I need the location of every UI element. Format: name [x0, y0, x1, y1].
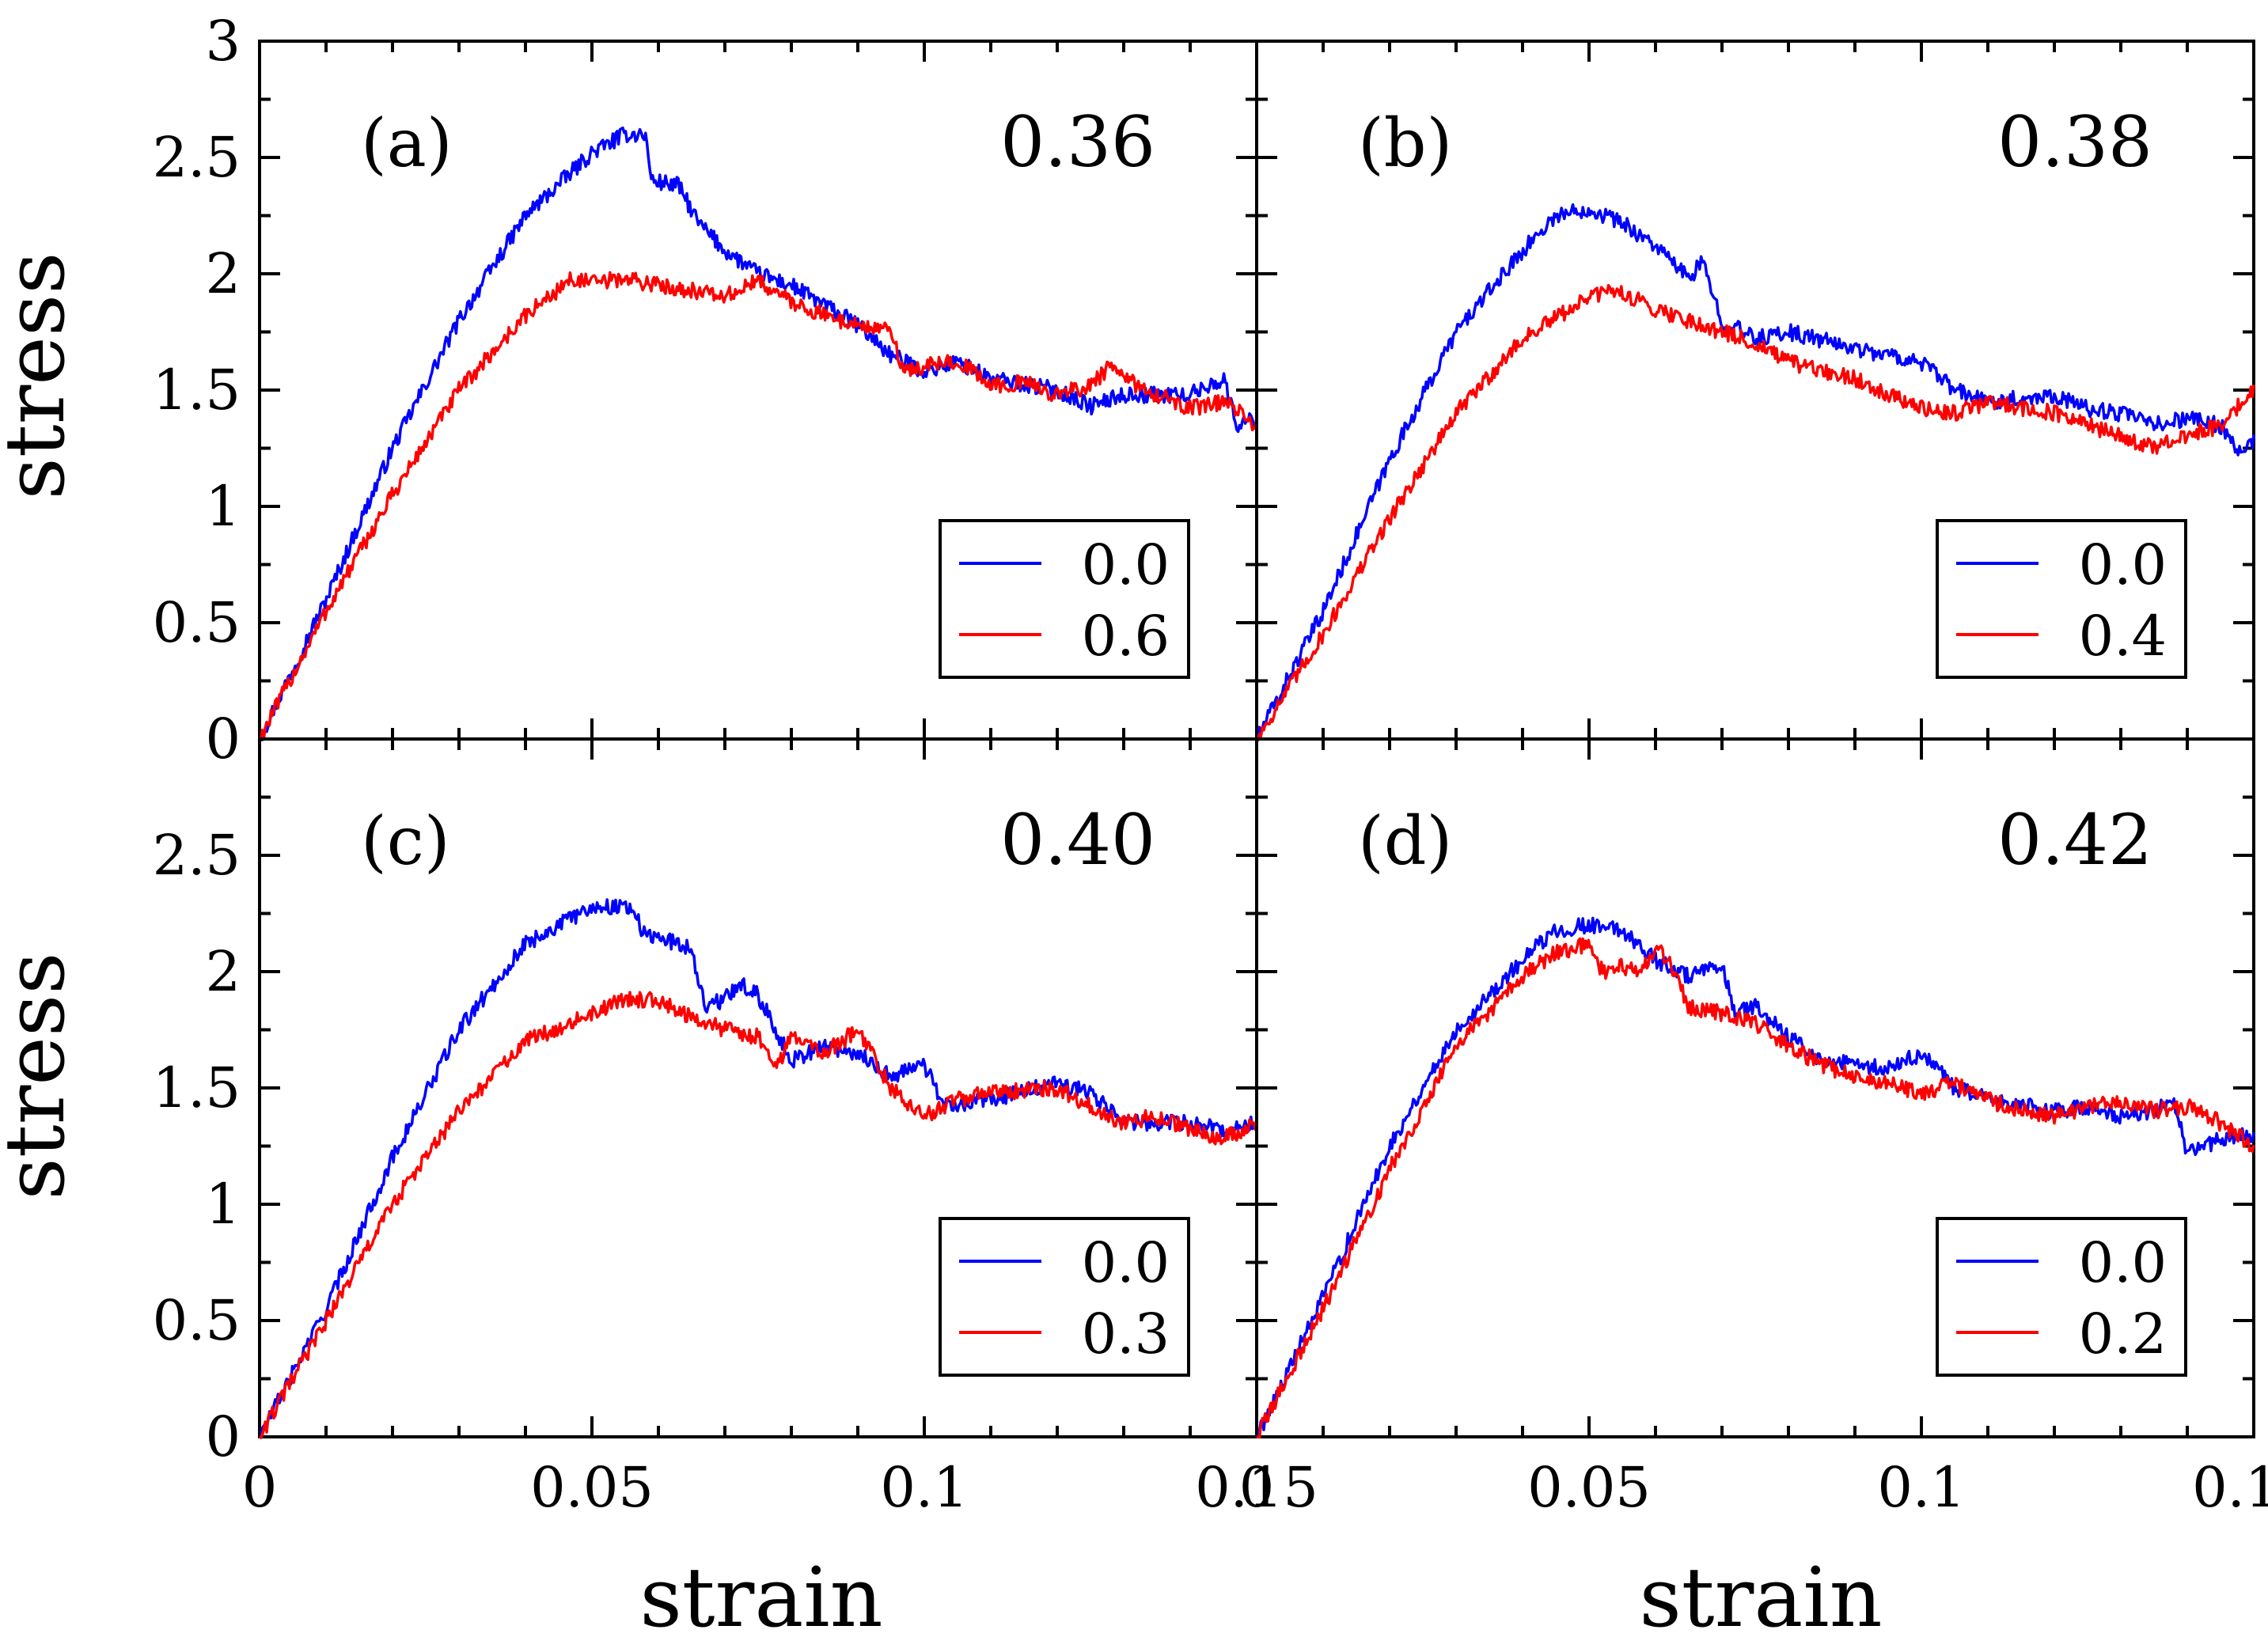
series-line-0-0 [259, 898, 1258, 1439]
y-tick-label: 0 [205, 707, 241, 771]
x-axis-title-left: strain [639, 1549, 882, 1641]
legend: 0.00.6 [939, 519, 1190, 679]
legend: 0.00.2 [1936, 1217, 2187, 1377]
y-tick-label: 2 [205, 939, 241, 1004]
legend-box [939, 1217, 1190, 1377]
y-axis-title-bottom: stress [0, 952, 83, 1199]
legend-box [939, 519, 1190, 679]
legend-entry-label: 0.0 [1082, 1230, 1170, 1295]
panel-value-label: 0.42 [1997, 799, 2152, 881]
x-tick-label: 0.1 [1877, 1455, 1965, 1520]
legend-entry-label: 0.0 [2079, 532, 2167, 597]
y-tick-label: 1 [205, 1172, 241, 1237]
y-tick-label: 2.5 [153, 823, 241, 888]
x-tick-label: 0.15 [1195, 1455, 1318, 1520]
series-line-0-0 [1256, 203, 2255, 741]
x-tick-label: 0.05 [1527, 1455, 1651, 1520]
y-tick-label: 0.5 [153, 1288, 241, 1353]
x-tick-label: 0 [1239, 1455, 1275, 1520]
legend-box [1936, 1217, 2187, 1377]
x-axis-title-right: strain [1639, 1549, 1882, 1641]
panel-label: (b) [1358, 104, 1452, 182]
x-tick-label: 0.1 [880, 1455, 968, 1520]
y-tick-label: 2 [205, 241, 241, 306]
panel-label: (d) [1358, 802, 1452, 880]
series-line-0-0 [259, 126, 1258, 741]
y-tick-label: 1 [205, 474, 241, 539]
legend-entry-label: 0.4 [2079, 604, 2167, 669]
panel-value-label: 0.38 [1997, 101, 2152, 183]
legend-entry-label: 0.6 [1082, 604, 1170, 669]
panel-d: 00.050.10.15(d)0.420.00.2 [1239, 737, 2268, 1520]
legend-entry-label: 0.0 [1082, 532, 1170, 597]
series-line-0-4 [1255, 283, 2255, 742]
y-tick-label: 1.5 [153, 1055, 241, 1120]
x-tick-label: 0 [242, 1455, 278, 1520]
legend: 0.00.4 [1936, 519, 2187, 679]
x-tick-label: 0.15 [2192, 1455, 2268, 1520]
panel-b: (b) 0.380.00.4 [1255, 40, 2255, 742]
panel-c: 00.511.522.50 0.05 0.1 0.15(c) 0.400.00.3 [153, 737, 1318, 1520]
y-tick-label: 1.5 [153, 358, 241, 423]
panel-value-label: 0.40 [1000, 799, 1155, 881]
legend-entry-label: 0.0 [2079, 1230, 2167, 1295]
legend-box [1936, 519, 2187, 679]
series-line-0-2 [1256, 937, 2255, 1439]
panel-value-label: 0.36 [1000, 101, 1155, 183]
y-tick-label: 0 [205, 1404, 241, 1469]
series-line-0-0 [1256, 916, 2255, 1438]
legend: 0.00.3 [939, 1217, 1190, 1377]
legend-entry-label: 0.2 [2079, 1302, 2167, 1366]
series-line-0-6 [259, 271, 1258, 741]
y-tick-label: 3 [205, 9, 241, 74]
panel-a: 00.511.522.53(a) 0.360.00.6 [153, 9, 1258, 771]
legend-entry-label: 0.3 [1082, 1302, 1170, 1366]
y-tick-label: 2.5 [153, 125, 241, 190]
panel-label: (a) [361, 104, 453, 182]
series-line-0-3 [259, 991, 1258, 1439]
y-axis-title-top: stress [0, 252, 83, 499]
panel-label: (c) [361, 802, 450, 880]
y-tick-label: 0.5 [153, 590, 241, 655]
x-tick-label: 0.05 [530, 1455, 654, 1520]
